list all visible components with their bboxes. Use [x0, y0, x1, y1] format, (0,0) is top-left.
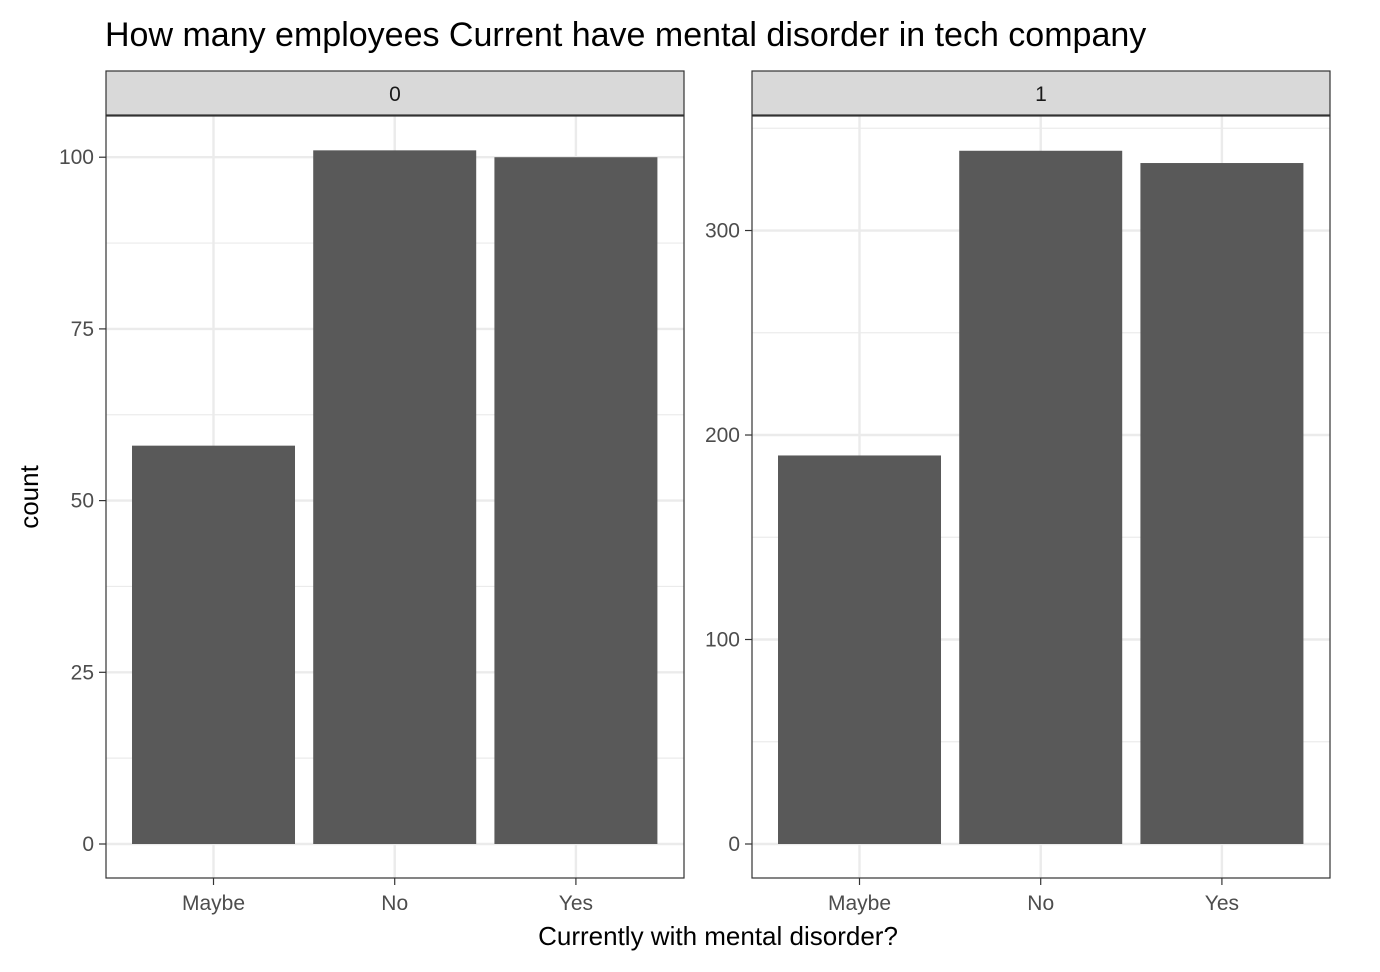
y-tick-label: 0 — [728, 833, 740, 856]
facet-panel-1: 1 0 100 200 300 Maybe No Yes — [705, 70, 1331, 915]
bar-yes — [1140, 163, 1304, 845]
bar-maybe — [132, 445, 296, 844]
bar-no — [959, 150, 1123, 844]
bar-no — [313, 150, 477, 845]
y-tick-label: 50 — [71, 490, 94, 513]
y-tick-label: 0 — [82, 833, 94, 856]
facet-strip-label: 1 — [1035, 83, 1047, 106]
facet-strip — [751, 70, 1331, 116]
y-tick-label: 25 — [71, 661, 94, 684]
facet-panels: 0 0 25 50 75 100 Maybe No Yes 1 0 100 200 300 Maybe No Y… — [59, 70, 1331, 915]
x-tick-label: Yes — [1205, 892, 1239, 915]
y-tick-label: 100 — [705, 629, 740, 652]
y-tick-label: 200 — [705, 424, 740, 447]
facet-panel-0: 0 0 25 50 75 100 Maybe No Yes — [59, 70, 685, 915]
x-tick-label: Maybe — [182, 892, 245, 915]
x-tick-label: No — [1027, 892, 1054, 915]
bar-maybe — [778, 455, 942, 844]
x-axis-title: Currently with mental disorder? — [538, 921, 898, 951]
x-tick-label: No — [381, 892, 408, 915]
y-axis-title: count — [14, 464, 44, 528]
x-tick-label: Yes — [559, 892, 593, 915]
facet-strip-label: 0 — [389, 83, 401, 106]
chart-title: How many employees Current have mental d… — [105, 16, 1146, 54]
y-tick-label: 75 — [71, 318, 94, 341]
x-tick-label: Maybe — [828, 892, 891, 915]
y-tick-label: 300 — [705, 220, 740, 243]
y-tick-label: 100 — [59, 146, 94, 169]
bar-yes — [494, 157, 658, 845]
facet-strip — [105, 70, 685, 116]
